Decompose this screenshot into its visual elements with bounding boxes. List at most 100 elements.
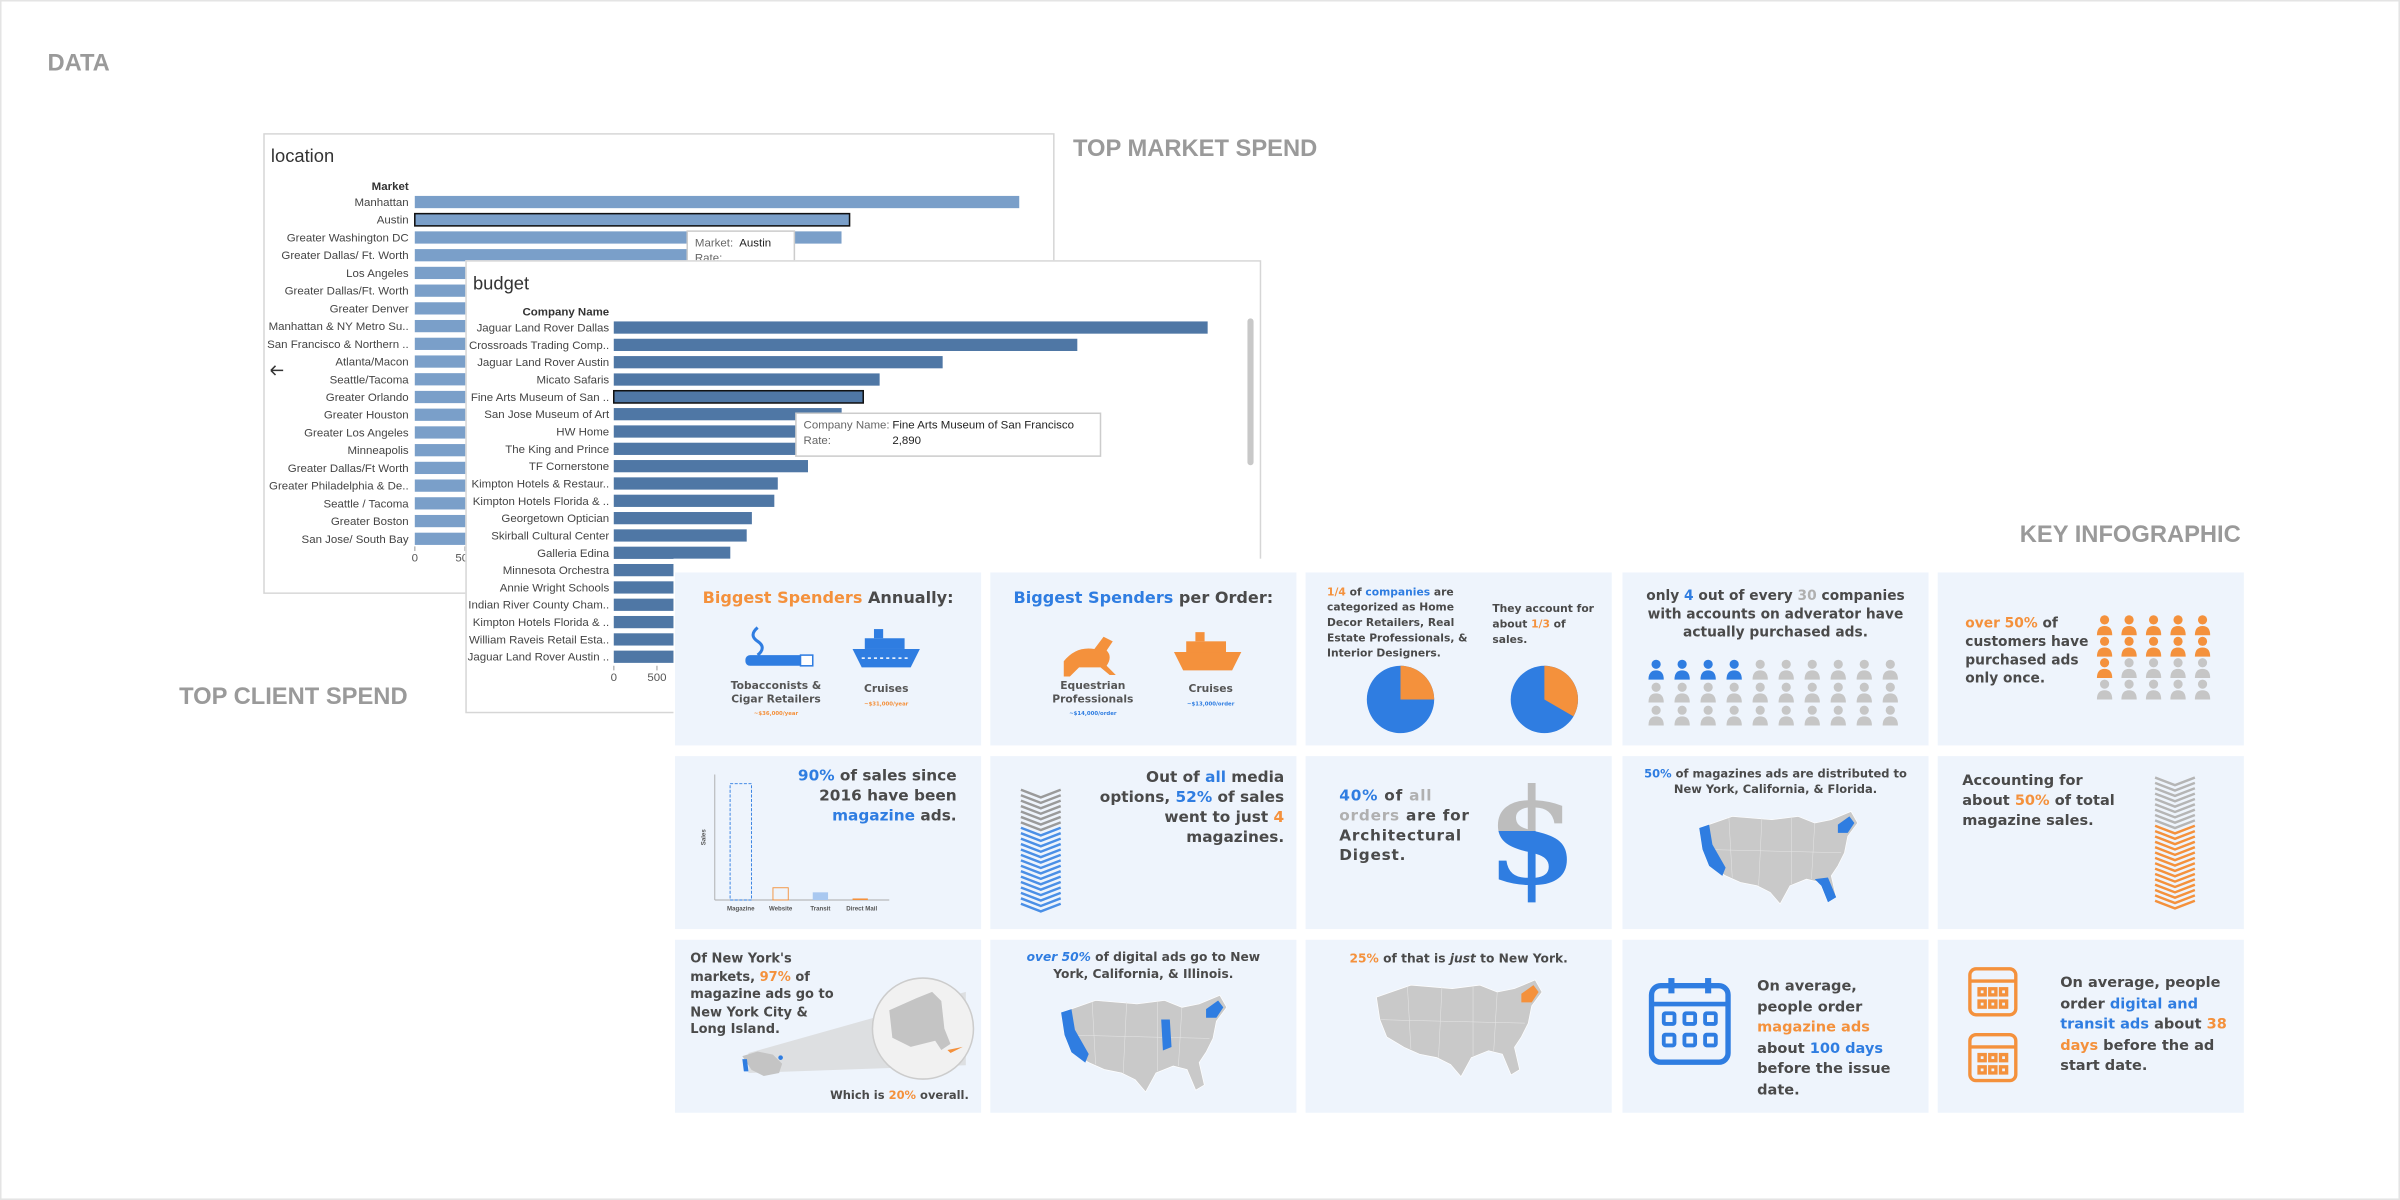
chevron <box>2154 862 2196 873</box>
person-body <box>1882 670 1898 680</box>
text: before the issue date. <box>1757 1060 1891 1099</box>
person-head <box>2173 615 2183 625</box>
person-body <box>1778 716 1794 726</box>
text: 38 days <box>2060 1016 2227 1054</box>
chevron <box>2154 776 2196 787</box>
person-body <box>1700 670 1716 680</box>
chevron <box>1020 799 1062 810</box>
category-label: Jaguar Land Rover Austin <box>477 357 609 369</box>
text: On average, people order <box>1757 978 1863 1016</box>
tile: over 50% of digital ads go to New York, … <box>990 939 1297 1113</box>
chevron <box>1020 848 1062 859</box>
highlight-state <box>1814 877 1837 903</box>
category-label: Greater Denver <box>330 303 409 315</box>
map-group <box>1376 979 1543 1078</box>
person-body <box>1752 693 1768 703</box>
person-body <box>2096 668 2113 679</box>
bar <box>414 212 851 227</box>
person-body <box>2194 626 2211 636</box>
chevron <box>1020 804 1062 816</box>
text: of <box>1378 788 1410 806</box>
person-head <box>2148 615 2159 625</box>
category-label: Skirball Cultural Center <box>491 530 609 542</box>
icon-part <box>799 654 814 667</box>
icon-part <box>1988 1065 1998 1075</box>
chevron <box>2154 797 2196 808</box>
category-label: Greater Los Angeles <box>304 427 409 439</box>
category-label: San Jose/ South Bay <box>302 534 409 546</box>
person-head <box>1859 705 1869 715</box>
dollar-icon: $ <box>1486 760 1578 916</box>
tile-text: 1/4 of companies are categorized as Home… <box>1327 585 1480 662</box>
label: Direct Mail <box>846 906 877 913</box>
x-tick-label: 500 <box>647 672 666 684</box>
icon-part <box>742 1059 749 1072</box>
chevron <box>1020 859 1062 870</box>
people <box>1648 659 1898 726</box>
person-head <box>2173 636 2183 646</box>
person-head <box>2148 679 2159 689</box>
us-map <box>1060 994 1228 1093</box>
text: 50% <box>2014 792 2050 810</box>
highlight-state <box>1837 816 1855 833</box>
tile: 50% of magazines ads are distributed to … <box>1622 756 1929 930</box>
category-label: Seattle / Tacoma <box>323 498 409 510</box>
text: companies <box>1365 586 1431 599</box>
person-head <box>1781 705 1791 715</box>
highlight-state <box>1161 1019 1172 1051</box>
person-body <box>1726 693 1742 703</box>
bar <box>613 512 752 525</box>
person-head <box>1677 682 1687 692</box>
chevron <box>2154 899 2196 910</box>
chevron <box>2154 808 2196 819</box>
icons <box>1063 632 1242 677</box>
category-label: Los Angeles <box>346 268 409 280</box>
person-body <box>2096 647 2113 657</box>
text: over 50% <box>1965 616 2038 633</box>
person-body <box>2145 690 2162 700</box>
icon-part <box>1703 1032 1718 1048</box>
icons <box>745 626 920 668</box>
scrollbar <box>1247 318 1254 466</box>
caption: Equestrian Professionals <box>1052 679 1134 706</box>
person-head <box>1755 682 1765 692</box>
map-group <box>1060 994 1228 1093</box>
person-body <box>1752 716 1768 726</box>
tile: 1/4 of companies are categorized as Home… <box>1305 572 1612 746</box>
map <box>1060 994 1228 1093</box>
person-head <box>1651 682 1661 692</box>
x-tick-label: 0 <box>611 672 617 684</box>
icon-part <box>1988 999 1998 1009</box>
chevron <box>1020 891 1062 902</box>
chevron <box>1020 842 1062 854</box>
label: Website <box>769 906 793 913</box>
mini-chart: Sales Magazine Website Transit Direct Ma… <box>701 774 890 913</box>
person-head <box>1729 705 1739 715</box>
person-body <box>2170 626 2186 636</box>
infographic: Biggest Spenders Annually: Tobacconists … <box>673 558 2250 1122</box>
map <box>1698 811 1859 905</box>
text: about <box>2149 1016 2207 1034</box>
tile: 25% of that is just to New York. <box>1305 939 1612 1113</box>
category-label: Greater Dallas/Ft. Worth <box>285 286 409 298</box>
chevron <box>1020 902 1062 913</box>
person-head <box>2197 679 2208 689</box>
chevron <box>1020 788 1062 799</box>
text: 20% <box>888 1088 917 1103</box>
bar <box>414 195 1020 209</box>
caption: ~$36,000/year <box>753 710 799 717</box>
tile-text: Biggest Spenders per Order: <box>990 589 1296 607</box>
caption: ~$31,000/year <box>864 701 909 708</box>
person-head <box>1703 682 1713 692</box>
us-map <box>1698 811 1859 905</box>
text: over 50% <box>1026 950 1091 965</box>
person-body <box>1882 693 1898 703</box>
category-label: Indian River County Cham.. <box>468 600 609 612</box>
person-head <box>1729 682 1739 692</box>
text: to New York. <box>1475 952 1568 966</box>
person-head <box>1833 682 1843 692</box>
category-label: TF Cornerstone <box>529 461 609 473</box>
person-body <box>1648 670 1664 680</box>
